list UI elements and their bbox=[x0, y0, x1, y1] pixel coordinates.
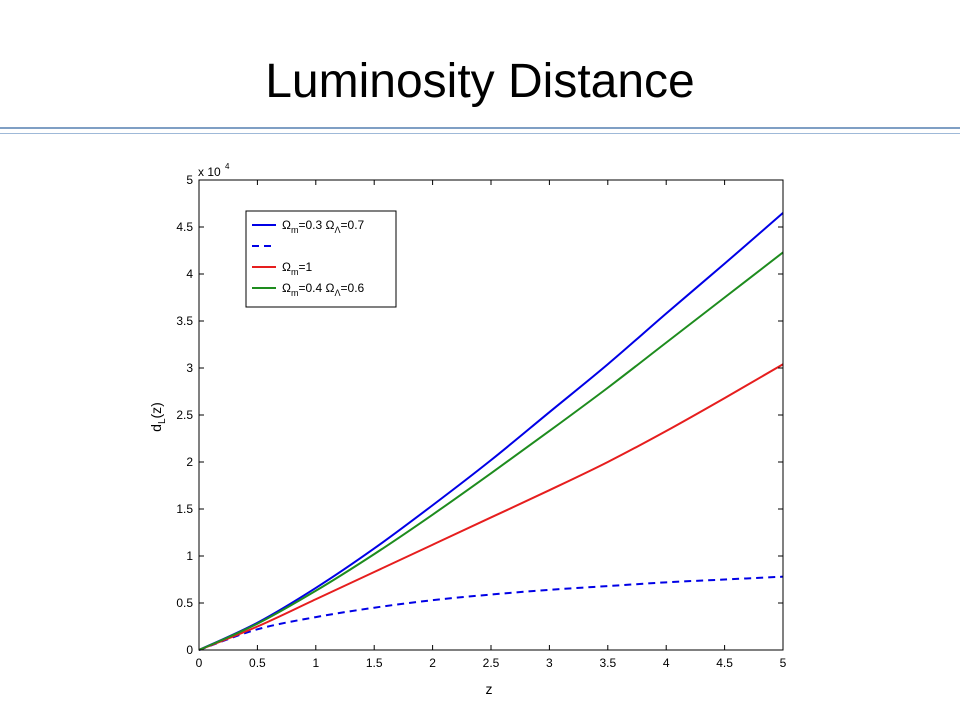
x-tick-label: 1.5 bbox=[366, 656, 383, 670]
x-tick-label: 2.5 bbox=[483, 656, 500, 670]
y-tick-label: 2 bbox=[186, 455, 193, 469]
x-tick-label: 3.5 bbox=[599, 656, 616, 670]
x-tick-label: 5 bbox=[780, 656, 787, 670]
x-tick-label: 4 bbox=[663, 656, 670, 670]
series-line-3 bbox=[198, 363, 784, 651]
series-layer bbox=[198, 212, 784, 651]
series-line-1 bbox=[198, 212, 784, 651]
legend-entry-3: Ωm=1 bbox=[282, 260, 312, 277]
x-tick-label: 4.5 bbox=[716, 656, 733, 670]
title-divider-line-secondary bbox=[0, 133, 960, 134]
x-tick-label: 3 bbox=[546, 656, 553, 670]
x-tick-label: 1 bbox=[312, 656, 319, 670]
y-tick-label: 0.5 bbox=[176, 596, 193, 610]
y-tick-label: 3 bbox=[186, 361, 193, 375]
legend-entry-1: Ωm=0.3 ΩΛ=0.7 bbox=[282, 218, 365, 235]
legend: Ωm=0.3 ΩΛ=0.7 Ωm=1 Ωm=0.4 ΩΛ=0.6 bbox=[245, 210, 397, 308]
slide-title: Luminosity Distance bbox=[265, 55, 695, 108]
legend-box bbox=[245, 210, 397, 308]
legend-entry-4: Ωm=0.4 ΩΛ=0.6 bbox=[282, 281, 365, 298]
x-tick-label: 2 bbox=[429, 656, 436, 670]
y-tick-label: 5 bbox=[186, 173, 193, 187]
y-axis-label: dL(z) bbox=[148, 402, 168, 432]
series-line-4 bbox=[198, 251, 784, 651]
y-tick-label: 4 bbox=[186, 267, 193, 281]
y-axis-multiplier-exponent: 4 bbox=[225, 162, 230, 171]
y-tick-label: 2.5 bbox=[176, 408, 193, 422]
axes-layer: 0 0.5 1 1.5 2 2.5 3 3.5 4 4.5 5 0 0.5 1 1.5 2 2.5 3 3.5 4 4.… bbox=[148, 162, 787, 697]
y-tick-label: 0 bbox=[186, 643, 193, 657]
x-tick-label: 0 bbox=[196, 656, 203, 670]
y-axis-multiplier: x 10 bbox=[198, 165, 221, 179]
title-divider-line bbox=[0, 127, 960, 129]
x-tick-label: 0.5 bbox=[249, 656, 266, 670]
y-tick-label: 1 bbox=[186, 549, 193, 563]
y-tick-label: 3.5 bbox=[176, 314, 193, 328]
x-axis-label: z bbox=[486, 681, 493, 697]
y-tick-label: 4.5 bbox=[176, 220, 193, 234]
y-tick-label: 1.5 bbox=[176, 502, 193, 516]
